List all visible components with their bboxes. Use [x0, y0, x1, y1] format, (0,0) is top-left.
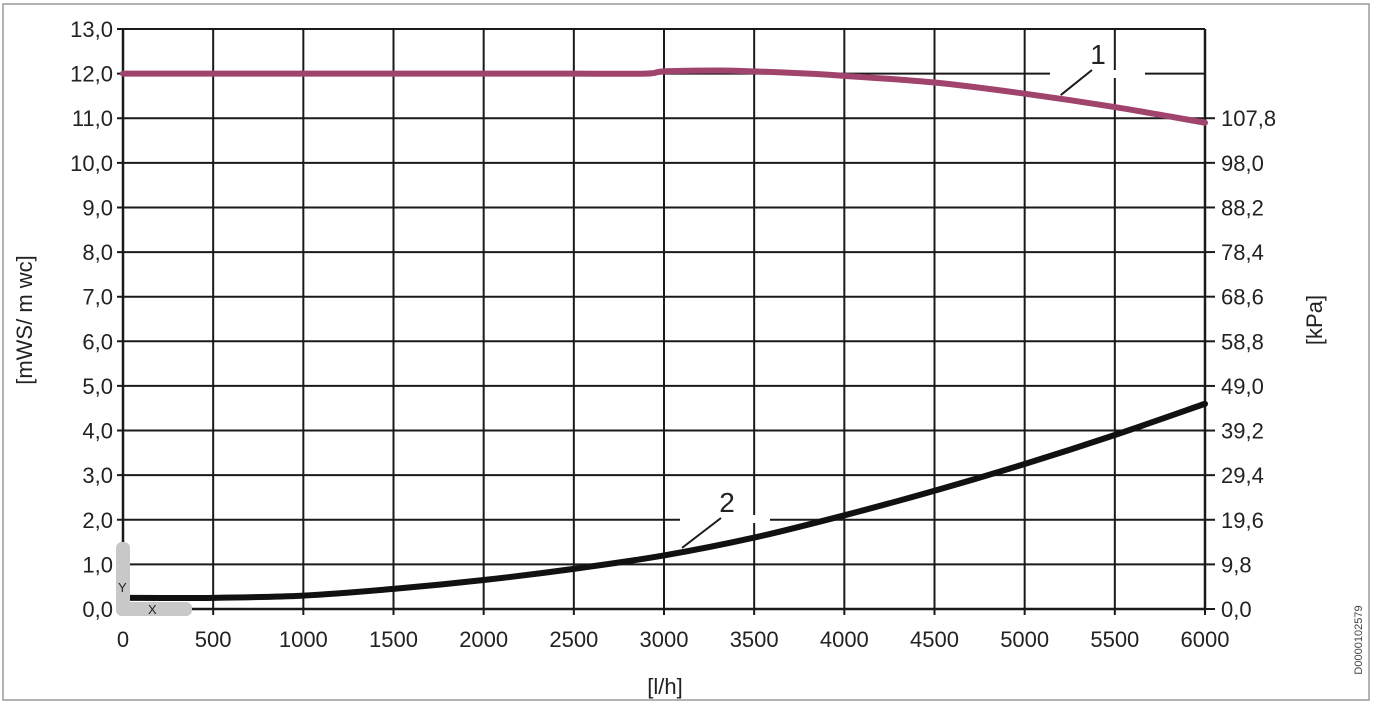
callout-label-1: 1 — [1090, 39, 1106, 70]
y-tick-label: 5,0 — [82, 374, 113, 399]
y-tick-label: 3,0 — [82, 463, 113, 488]
y-tick-label: 7,0 — [82, 285, 113, 310]
x-tick-label: 4500 — [910, 627, 959, 652]
x-tick-label: 3500 — [730, 627, 779, 652]
x-tick-label: 4000 — [820, 627, 869, 652]
y2-axis-title: [kPa] — [1302, 295, 1327, 345]
x-tick-label: 1000 — [279, 627, 328, 652]
callout-gap — [1050, 70, 1145, 78]
y-tick-label: 9,0 — [82, 195, 113, 220]
y2-tick-label: 78,4 — [1221, 240, 1264, 265]
x-tick-label: 6000 — [1181, 627, 1230, 652]
y-tick-label: 2,0 — [82, 508, 113, 533]
callout-label-2: 2 — [719, 487, 735, 518]
series-layer — [120, 67, 1208, 602]
y-tick-label: 8,0 — [82, 240, 113, 265]
axis-marker-x-label: X — [148, 602, 157, 617]
y2-tick-label: 39,2 — [1221, 419, 1264, 444]
y2-tick-label: 68,6 — [1221, 285, 1264, 310]
y2-tick-label: 58,8 — [1221, 329, 1264, 354]
callout-gap — [680, 515, 770, 523]
y-tick-label: 0,0 — [82, 597, 113, 622]
x-tick-label: 2000 — [459, 627, 508, 652]
y-axis-title: [mWS/ m wc] — [12, 255, 37, 385]
x-axis-title: [l/h] — [647, 674, 682, 699]
x-tick-label: 500 — [195, 627, 232, 652]
y2-tick-label: 107,8 — [1221, 106, 1276, 131]
label-layer: 0 500 1000 1500 2000 2500 3000 3500 4000 4500 5000… — [70, 17, 1276, 652]
y2-tick-label: 88,2 — [1221, 195, 1264, 220]
x-tick-label: 5500 — [1090, 627, 1139, 652]
y2-tick-label: 19,6 — [1221, 508, 1264, 533]
y-tick-label: 4,0 — [82, 419, 113, 444]
y2-tick-label: 0,0 — [1221, 597, 1252, 622]
axis-marker-horizontal — [116, 602, 192, 616]
y2-tick-label: 29,4 — [1221, 463, 1264, 488]
callout-leader — [1060, 69, 1093, 96]
y2-tick-label: 9,8 — [1221, 552, 1252, 577]
series-line-1 — [120, 67, 1208, 126]
y-tick-label: 10,0 — [70, 151, 113, 176]
callout-leader — [681, 517, 722, 549]
y-tick-label: 6,0 — [82, 329, 113, 354]
x-tick-label: 3000 — [640, 627, 689, 652]
axis-marker-y-label: Y — [118, 580, 127, 595]
series-line-2 — [120, 400, 1208, 602]
x-tick-label: 2500 — [549, 627, 598, 652]
document-id: D0000102579 — [1353, 605, 1365, 674]
y-tick-label: 13,0 — [70, 17, 113, 42]
axis-marker-vertical — [116, 542, 130, 616]
y-tick-label: 11,0 — [72, 106, 113, 131]
y-tick-label: 12,0 — [70, 62, 113, 87]
y-tick-label: 1,0 — [82, 552, 113, 577]
x-tick-label: 0 — [117, 627, 129, 652]
axis-marker: Y X — [116, 542, 192, 617]
y2-tick-label: 98,0 — [1221, 151, 1264, 176]
x-tick-label: 1500 — [369, 627, 418, 652]
outer-frame — [2, 3, 1370, 701]
x-tick-label: 5000 — [1000, 627, 1049, 652]
y2-tick-label: 49,0 — [1221, 374, 1264, 399]
